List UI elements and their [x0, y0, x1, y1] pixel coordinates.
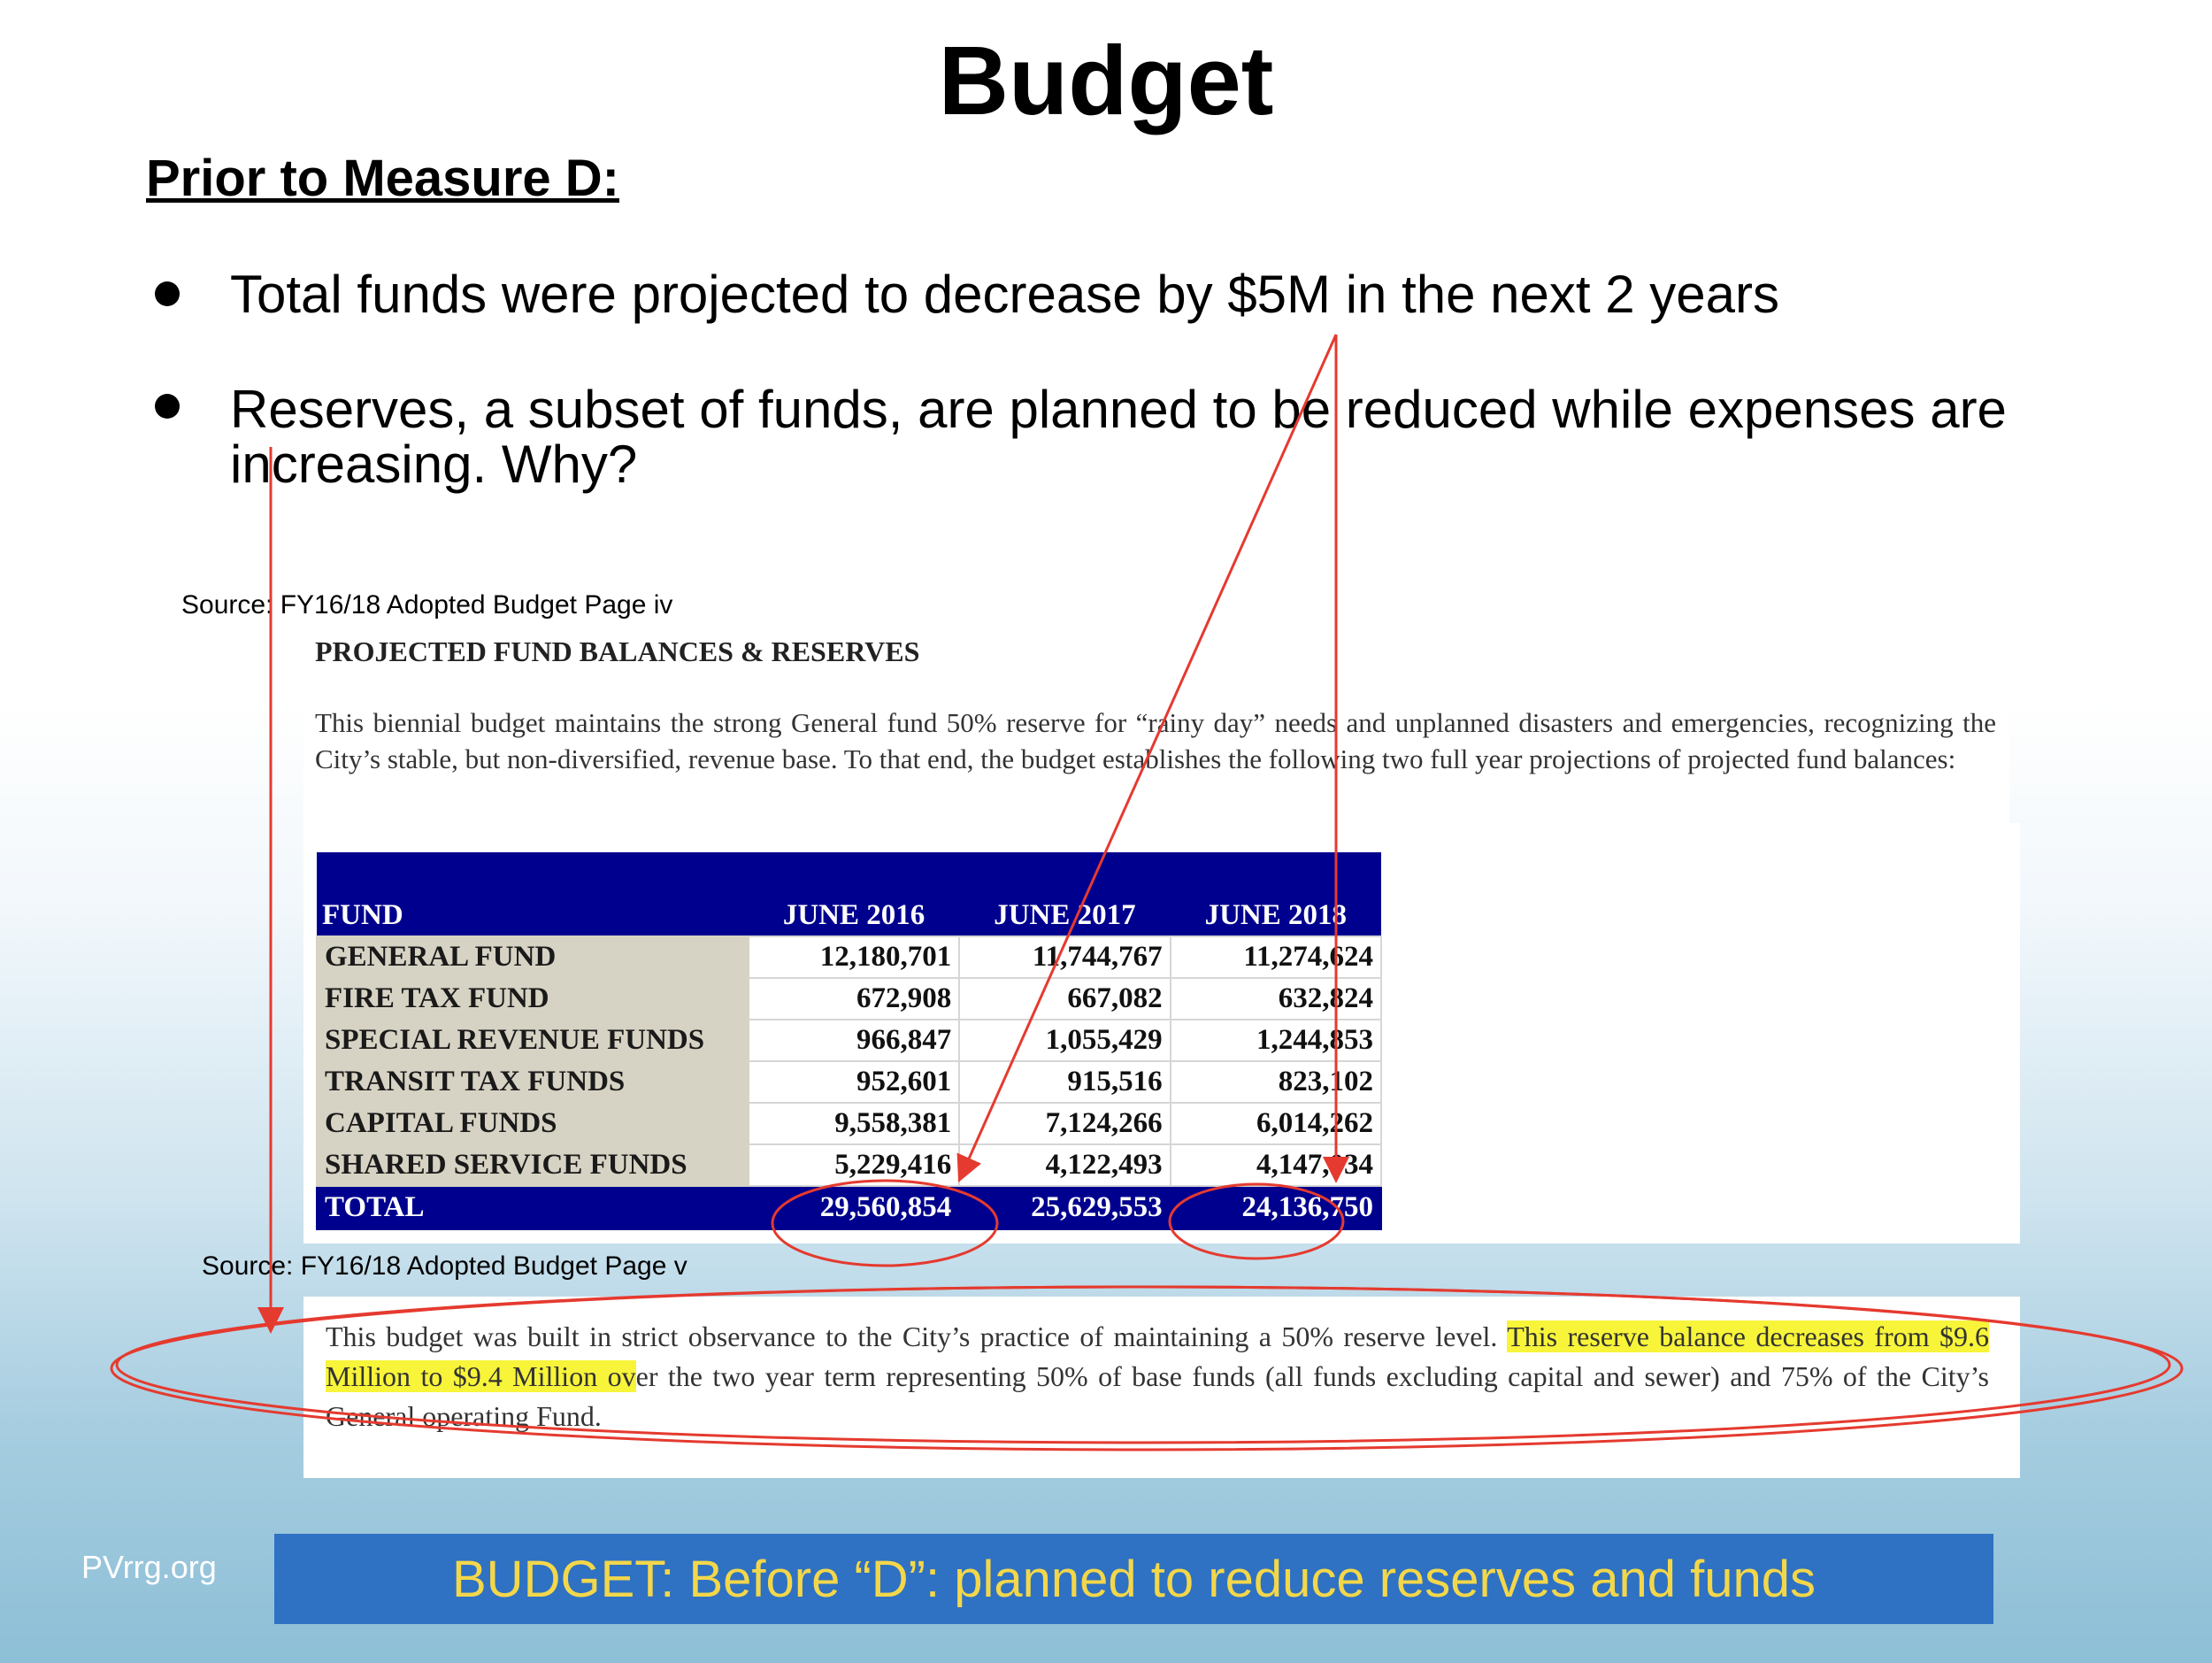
fund-value: 823,102: [1169, 1060, 1383, 1104]
slide-title: Budget: [938, 27, 1274, 135]
fund-name: GENERAL FUND: [316, 935, 749, 979]
subheading: Prior to Measure D:: [146, 150, 619, 207]
bullet-reserves-reduced-cont: increasing. Why?: [230, 435, 638, 494]
circle-total-2016: [771, 1179, 999, 1267]
fund-value: 5,229,416: [747, 1143, 961, 1187]
bullet-funds-decrease: Total funds were projected to decrease b…: [230, 265, 1779, 324]
total-june-2018: 24,136,750: [1169, 1185, 1383, 1230]
reserve-text-part2: er the two year term representing 50% of…: [326, 1360, 1990, 1432]
bullet-reserves-reduced: Reserves, a subset of funds, are planned…: [230, 380, 2007, 439]
bullet-dot: [155, 394, 180, 419]
fund-value: 7,124,266: [958, 1102, 1171, 1145]
column-header-fund: FUND: [317, 852, 749, 936]
bullet-dot: [155, 281, 180, 306]
document-excerpt-top: [303, 624, 2009, 823]
circle-total-2018: [1168, 1182, 1345, 1260]
annotation-arrows: [257, 334, 1349, 1334]
table-row: FIRE TAX FUND 672,908 667,082 632,824: [316, 977, 1383, 1020]
fund-value: 1,055,429: [958, 1019, 1171, 1062]
footer-banner: BUDGET: Before “D”: planned to reduce re…: [274, 1534, 1993, 1624]
fund-name: SPECIAL REVENUE FUNDS: [316, 1019, 749, 1062]
fund-value: 915,516: [958, 1060, 1171, 1104]
total-label: TOTAL: [316, 1185, 749, 1230]
fund-name: FIRE TAX FUND: [316, 977, 749, 1020]
total-june-2016: 29,560,854: [747, 1185, 961, 1230]
fund-value: 952,601: [747, 1060, 961, 1104]
table-row: CAPITAL FUNDS 9,558,381 7,124,266 6,014,…: [316, 1102, 1383, 1145]
total-june-2017: 25,629,553: [958, 1185, 1171, 1230]
fund-value: 966,847: [747, 1019, 961, 1062]
document-paragraph-reserve: This budget was built in strict observan…: [326, 1317, 1990, 1436]
fund-value: 6,014,262: [1169, 1102, 1383, 1145]
column-header-june-2018: JUNE 2018: [1170, 852, 1381, 936]
reserve-text-part1: This budget was built in strict observan…: [326, 1320, 1508, 1352]
fund-value: 11,274,624: [1169, 935, 1383, 979]
table-row: SPECIAL REVENUE FUNDS 966,847 1,055,429 …: [316, 1019, 1383, 1062]
fund-value: 4,122,493: [958, 1143, 1171, 1187]
fund-name: SHARED SERVICE FUNDS: [316, 1143, 749, 1187]
table-row: TRANSIT TAX FUNDS 952,601 915,516 823,10…: [316, 1060, 1383, 1104]
column-header-june-2016: JUNE 2016: [748, 852, 960, 936]
annotation-circles: [110, 1179, 2184, 1451]
fund-value: 12,180,701: [747, 935, 961, 979]
circle-reserve-paragraph-outer: [110, 1285, 2184, 1451]
table-total-row: TOTAL 29,560,854 25,629,553 24,136,750: [316, 1185, 1383, 1230]
fund-value: 672,908: [747, 977, 961, 1020]
fund-name: CAPITAL FUNDS: [316, 1102, 749, 1145]
fund-value: 667,082: [958, 977, 1171, 1020]
footer-site: PVrrg.org: [81, 1549, 217, 1585]
fund-value: 1,244,853: [1169, 1019, 1383, 1062]
source-page-v: Source: FY16/18 Adopted Budget Page v: [202, 1251, 687, 1281]
source-page-iv: Source: FY16/18 Adopted Budget Page iv: [181, 590, 673, 620]
table-header-row: FUND JUNE 2016 JUNE 2017 JUNE 2018: [317, 852, 1381, 936]
document-paragraph: This biennial budget maintains the stron…: [315, 707, 1996, 774]
document-heading: PROJECTED FUND BALANCES & RESERVES: [315, 635, 920, 667]
column-header-june-2017: JUNE 2017: [959, 852, 1171, 936]
fund-value: 9,558,381: [747, 1102, 961, 1145]
fund-value: 632,824: [1169, 977, 1383, 1020]
fund-name: TRANSIT TAX FUNDS: [316, 1060, 749, 1104]
arrow-to-total-2016: [956, 334, 1338, 1182]
